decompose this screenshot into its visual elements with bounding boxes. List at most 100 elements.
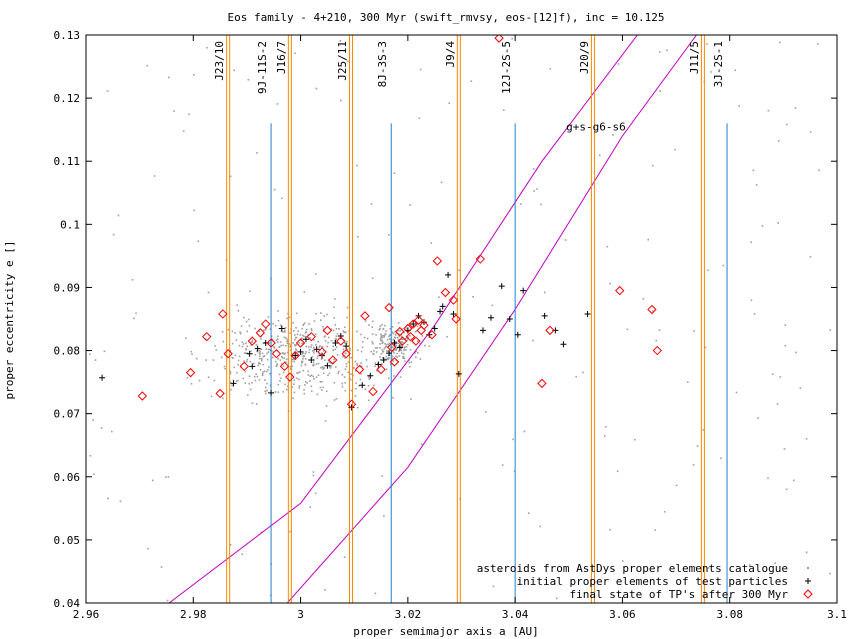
asteroid-dot bbox=[378, 329, 381, 331]
asteroid-dot bbox=[381, 342, 383, 344]
final-particle-point bbox=[427, 330, 437, 340]
asteroid-dot bbox=[288, 343, 290, 345]
final-particle-point bbox=[290, 350, 300, 361]
asteroid-dot bbox=[334, 324, 337, 326]
asteroid-dot bbox=[393, 347, 395, 350]
asteroid-dot bbox=[247, 394, 249, 396]
asteroid-dot bbox=[380, 336, 383, 338]
asteroid-dot bbox=[401, 328, 403, 330]
asteroid-dot bbox=[313, 346, 315, 349]
asteroid-dot bbox=[386, 338, 389, 341]
asteroid-dot bbox=[384, 346, 387, 348]
asteroid-dot bbox=[292, 354, 295, 356]
asteroid-dot bbox=[400, 347, 403, 349]
asteroid-dot bbox=[349, 378, 352, 381]
asteroid-dot bbox=[374, 592, 377, 595]
asteroid-dot bbox=[261, 359, 263, 362]
asteroid-dot bbox=[254, 379, 257, 382]
asteroid-dot bbox=[231, 330, 234, 333]
asteroid-dot bbox=[634, 438, 636, 441]
asteroid-dot bbox=[658, 329, 661, 331]
asteroid-dot bbox=[188, 113, 190, 115]
asteroid-dot bbox=[285, 388, 288, 391]
final-particle-point bbox=[360, 311, 370, 321]
asteroid-dot bbox=[779, 376, 782, 378]
asteroid-dot bbox=[336, 354, 339, 356]
x-tick-label: 2.96 bbox=[73, 608, 100, 621]
asteroid-dot bbox=[279, 380, 281, 382]
asteroid-dot bbox=[379, 337, 382, 340]
asteroid-dot bbox=[283, 336, 286, 339]
asteroid-dot bbox=[312, 361, 315, 364]
asteroid-dot bbox=[313, 378, 315, 380]
asteroid-dot bbox=[275, 339, 278, 342]
asteroid-dot bbox=[249, 360, 251, 363]
asteroid-dot bbox=[354, 370, 357, 372]
asteroid-dot bbox=[236, 304, 238, 306]
x-tick-label: 3.02 bbox=[395, 608, 422, 621]
asteroid-dot bbox=[328, 372, 331, 375]
final-particle-point bbox=[413, 315, 424, 325]
asteroid-dot bbox=[233, 69, 235, 72]
asteroid-dot bbox=[272, 323, 275, 325]
asteroid-dot bbox=[206, 46, 208, 49]
asteroid-dot bbox=[319, 381, 322, 383]
asteroid-dot bbox=[266, 382, 268, 385]
initial-particle-point bbox=[396, 344, 403, 351]
initial-particle-point bbox=[431, 325, 438, 332]
final-particle-point bbox=[279, 361, 290, 372]
asteroid-dot bbox=[409, 335, 411, 337]
asteroid-dot bbox=[275, 365, 278, 368]
final-particle-point bbox=[354, 364, 365, 375]
asteroid-dot bbox=[659, 90, 661, 92]
asteroid-dot bbox=[135, 312, 137, 315]
asteroid-dot bbox=[386, 346, 388, 348]
asteroid-dot bbox=[263, 355, 266, 357]
initial-particle-point bbox=[391, 339, 398, 346]
asteroid-dot bbox=[375, 334, 377, 336]
asteroid-dot bbox=[278, 373, 281, 376]
asteroid-dot bbox=[401, 338, 403, 341]
asteroid-dot bbox=[272, 356, 274, 359]
asteroid-dot bbox=[258, 361, 260, 364]
asteroid-dot bbox=[276, 363, 278, 365]
asteroid-dot bbox=[258, 379, 261, 381]
final-particle-point bbox=[317, 347, 327, 357]
asteroid-dot bbox=[360, 350, 363, 353]
asteroid-dot bbox=[794, 107, 797, 109]
asteroid-dot bbox=[357, 236, 359, 238]
asteroid-dot bbox=[399, 376, 402, 378]
asteroid-dot bbox=[185, 337, 187, 339]
asteroid-dot bbox=[344, 326, 346, 329]
asteroid-dot bbox=[296, 377, 298, 380]
asteroid-dot bbox=[294, 334, 296, 336]
asteroid-dot bbox=[347, 371, 349, 374]
asteroid-dot bbox=[312, 471, 315, 473]
asteroid-dot bbox=[263, 329, 265, 332]
asteroid-dot bbox=[388, 342, 391, 345]
asteroid-dot bbox=[243, 352, 246, 354]
asteroid-dot bbox=[606, 245, 609, 248]
asteroid-dot bbox=[355, 382, 358, 384]
asteroid-dot bbox=[345, 352, 347, 355]
asteroid-dot bbox=[381, 363, 383, 365]
asteroid-dot bbox=[280, 344, 282, 347]
asteroid-dot bbox=[343, 376, 346, 378]
asteroid-dot bbox=[246, 330, 248, 333]
asteroid-dot bbox=[341, 374, 344, 376]
asteroid-dot bbox=[395, 332, 398, 335]
asteroid-dot bbox=[380, 340, 382, 342]
asteroid-dot bbox=[153, 175, 156, 177]
asteroid-dot bbox=[549, 68, 552, 70]
asteroid-dot bbox=[774, 562, 776, 564]
asteroid-dot bbox=[190, 383, 193, 385]
asteroid-dot bbox=[254, 353, 257, 356]
asteroid-dot bbox=[363, 336, 366, 339]
asteroid-dot bbox=[409, 349, 412, 351]
asteroid-dot bbox=[401, 345, 403, 347]
final-particle-point bbox=[322, 325, 333, 336]
asteroid-dot bbox=[324, 340, 327, 342]
asteroid-dot bbox=[295, 344, 298, 346]
asteroid-dot bbox=[359, 378, 362, 381]
asteroid-dot bbox=[360, 362, 362, 364]
